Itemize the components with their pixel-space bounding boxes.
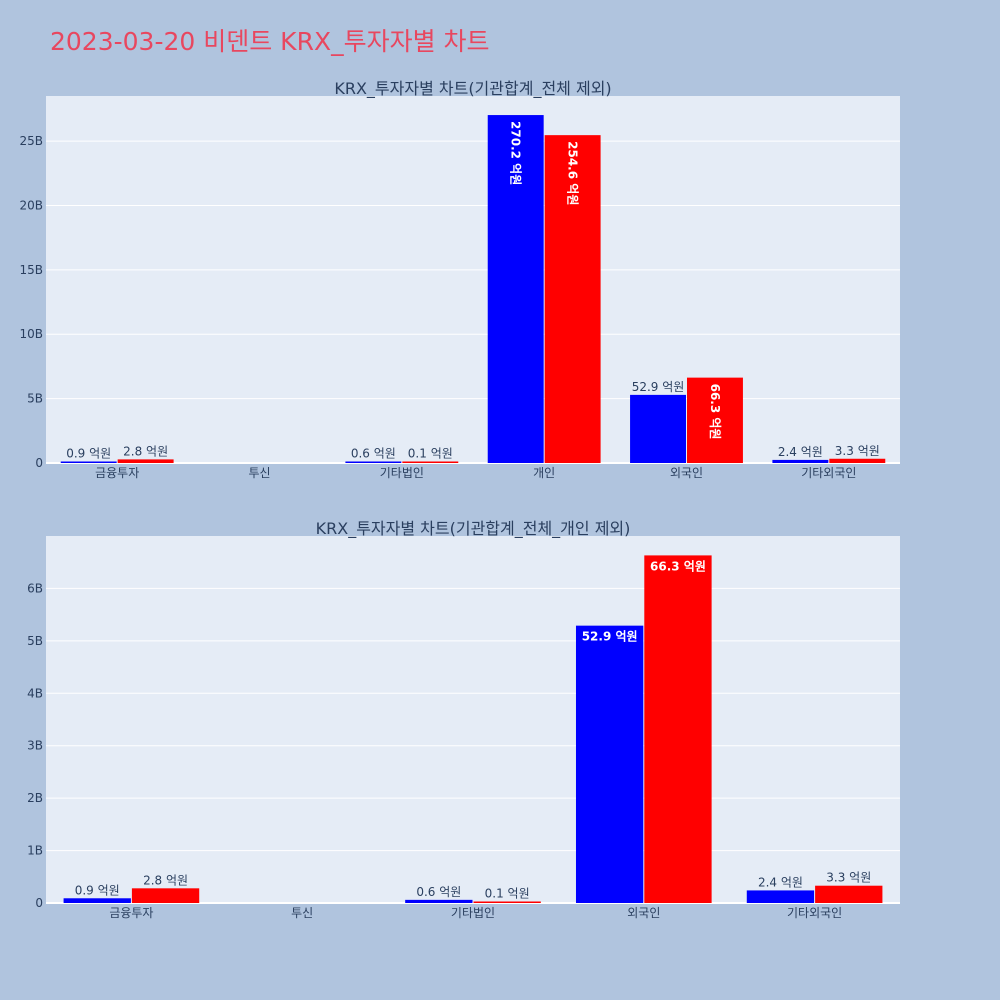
- chart2-bar: [575, 625, 644, 903]
- chart1-bar: [630, 394, 686, 463]
- chart1-bar: [402, 461, 459, 463]
- chart1-bar: [772, 459, 829, 463]
- chart2-xtick-label: 금융투자: [109, 906, 153, 920]
- chart1-bar: [60, 461, 117, 463]
- chart1-bar: [345, 461, 402, 463]
- chart1-data-label: 0.9 억원: [66, 447, 111, 461]
- chart1-data-label: 254.6 억원: [566, 141, 580, 205]
- chart2-ytick-label: 4B: [27, 686, 43, 700]
- chart1-xtick-label: 개인: [533, 466, 555, 480]
- chart1-data-label: 0.1 억원: [408, 447, 453, 461]
- chart1-data-label: 2.4 억원: [778, 445, 823, 459]
- chart2-ytick-label: 3B: [27, 739, 43, 753]
- chart2-ytick-label: 6B: [27, 581, 43, 595]
- chart1-bar: [487, 115, 544, 464]
- chart2-ytick-label: 2B: [27, 791, 43, 805]
- chart1-ytick-label: 5B: [27, 392, 43, 406]
- chart1-xtick-label: 기타외국인: [801, 466, 856, 480]
- chart2-data-label: 3.3 억원: [826, 871, 871, 885]
- chart1-data-label: 2.8 억원: [123, 444, 168, 458]
- chart2-bar: [405, 899, 473, 903]
- chart2-ytick-label: 1B: [27, 844, 43, 858]
- chart2-data-label: 52.9 억원: [582, 630, 638, 644]
- chart1-xtick-label: 투신: [248, 466, 270, 480]
- chart2-data-label: 0.1 억원: [485, 887, 530, 901]
- chart2-ytick-label: 5B: [27, 634, 43, 648]
- chart1-ytick-label: 25B: [19, 134, 43, 148]
- chart1-xtick-label: 기타법인: [380, 466, 424, 480]
- chart2-bar: [644, 555, 712, 903]
- chart1-xtick-label: 외국인: [670, 466, 703, 480]
- chart1-data-label: 0.6 억원: [351, 447, 396, 461]
- chart1-bar: [117, 459, 174, 463]
- chart1-ytick-label: 20B: [19, 198, 43, 212]
- chart2-bar: [746, 890, 815, 903]
- chart2-ytick-label: 0: [35, 896, 43, 910]
- chart1-plot-area: [46, 96, 900, 463]
- chart2-xtick-label: 외국인: [627, 906, 660, 920]
- chart1-data-label: 66.3 억원: [708, 384, 722, 440]
- chart1-ytick-label: 0: [35, 456, 43, 470]
- chart1-bar: [829, 458, 886, 463]
- chart2-bar: [63, 898, 131, 903]
- chart1-bar: [687, 377, 743, 463]
- chart2-xtick-label: 기타외국인: [787, 906, 842, 920]
- chart1-data-label: 3.3 억원: [835, 444, 880, 458]
- chart2-bar: [131, 888, 200, 903]
- chart2-xtick-label: 투신: [291, 906, 313, 920]
- chart2-bar: [815, 885, 883, 903]
- chart2-plot-area: [46, 536, 900, 903]
- chart2-xtick-label: 기타법인: [451, 906, 495, 920]
- chart1-ytick-label: 15B: [19, 263, 43, 277]
- chart1-data-label: 52.9 억원: [632, 380, 685, 394]
- chart2-data-label: 66.3 억원: [650, 559, 706, 573]
- chart2-data-label: 0.6 억원: [416, 885, 461, 899]
- chart2-bar: [473, 901, 541, 903]
- chart2-data-label: 2.4 억원: [758, 875, 803, 889]
- chart1-bar: [544, 135, 601, 463]
- chart2-title: KRX_투자자별 차트(기관합계_전체_개인 제외): [316, 519, 631, 539]
- chart2-data-label: 2.8 억원: [143, 873, 188, 887]
- chart1-title: KRX_투자자별 차트(기관합계_전체 제외): [334, 79, 611, 99]
- chart1-ytick-label: 10B: [19, 327, 43, 341]
- chart1-data-label: 270.2 억원: [509, 121, 523, 185]
- page-title: 2023-03-20 비덴트 KRX_투자자별 차트: [50, 27, 490, 56]
- chart1-xtick-label: 금융투자: [95, 466, 139, 480]
- chart2-data-label: 0.9 억원: [75, 883, 120, 897]
